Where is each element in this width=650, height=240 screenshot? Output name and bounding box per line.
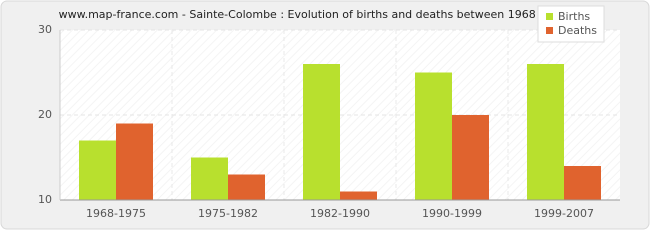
legend-swatch <box>546 13 553 20</box>
bar <box>228 174 265 200</box>
bar <box>79 140 116 200</box>
bar <box>191 157 228 200</box>
legend-box <box>537 5 605 43</box>
legend-label: Births <box>558 10 590 23</box>
y-tick-label: 30 <box>38 23 52 36</box>
legend-label: Deaths <box>558 24 597 37</box>
bar <box>303 64 340 200</box>
legend-swatch <box>546 27 553 34</box>
bar <box>452 115 489 200</box>
x-tick-label: 1990-1999 <box>422 207 482 220</box>
bar <box>340 191 377 200</box>
x-tick-label: 1975-1982 <box>198 207 258 220</box>
bar <box>116 123 153 200</box>
y-tick-label: 10 <box>38 193 52 206</box>
chart: www.map-france.com - Sainte-Colombe : Ev… <box>0 0 650 230</box>
bar <box>415 72 452 200</box>
y-tick-label: 20 <box>38 108 52 121</box>
bar <box>564 166 601 200</box>
chart-title: www.map-france.com - Sainte-Colombe : Ev… <box>59 8 592 21</box>
x-tick-label: 1968-1975 <box>86 207 146 220</box>
x-tick-label: 1999-2007 <box>534 207 594 220</box>
x-tick-label: 1982-1990 <box>310 207 370 220</box>
bar <box>527 64 564 200</box>
